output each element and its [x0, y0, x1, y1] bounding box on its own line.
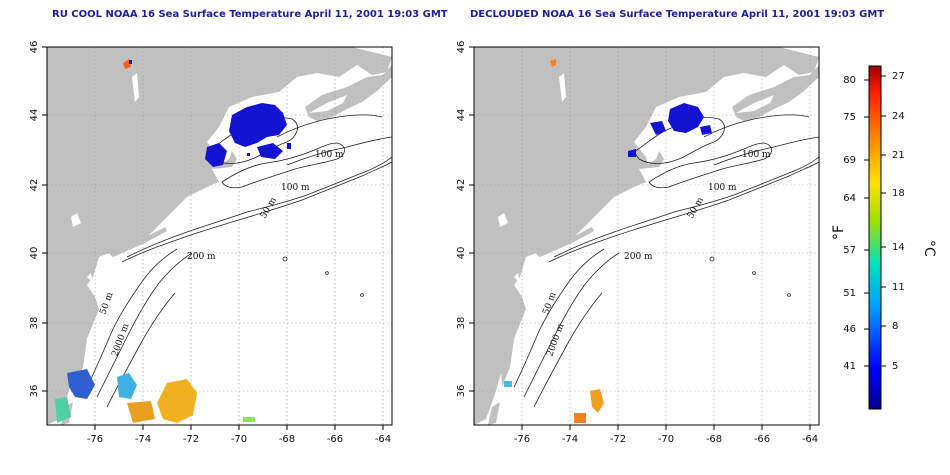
celsius-tick-label: 24 [892, 111, 905, 122]
lat-tick-label: 42 [456, 179, 467, 192]
fahrenheit-tick-label: 80 [843, 75, 856, 86]
fahrenheit-tick-label: 41 [843, 361, 856, 372]
lon-tick-label: -72 [183, 434, 199, 445]
right-map-axes: -76 -74 -72 -70 -68 -66 -64 46 44 42 40 38 36 [456, 41, 818, 445]
lon-tick-label: -64 [375, 434, 391, 445]
lat-tick-label: 38 [456, 317, 467, 330]
fahrenheit-tick-label: 75 [843, 112, 856, 123]
fahrenheit-tick-label: 57 [843, 245, 856, 256]
lon-tick-label: -70 [231, 434, 247, 445]
left-warm-sst-patch [55, 59, 255, 423]
lon-tick-label: -76 [87, 434, 103, 445]
right-cold-sst-patch [628, 103, 712, 157]
right-map-panel: 100 m 100 m 50 m 200 m 50 m 2000 m [473, 46, 820, 426]
right-warm-sst-patch [504, 59, 604, 423]
lon-tick-label: -68 [279, 434, 295, 445]
left-map-axes: -76 -74 -72 -70 -68 -66 -64 46 44 42 40 38 36 [29, 41, 391, 445]
celsius-tick-label: 5 [892, 361, 898, 372]
fahrenheit-unit-label: °F [831, 225, 847, 240]
lon-tick-label: -72 [610, 434, 626, 445]
celsius-tick-label: 21 [892, 150, 905, 161]
lat-tick-label: 36 [456, 385, 467, 398]
fahrenheit-tick-label: 64 [843, 193, 856, 204]
lon-tick-label: -74 [135, 434, 151, 445]
lat-tick-label: 36 [29, 385, 40, 398]
contour-label-100m-b: 100 m [281, 183, 310, 193]
lat-tick-label: 46 [29, 41, 40, 54]
colorbar-gradient [868, 65, 882, 410]
lon-tick-label: -66 [754, 434, 770, 445]
lon-tick-label: -68 [706, 434, 722, 445]
lat-tick-label: 46 [456, 41, 467, 54]
contour-label-100m-a: 100 m [742, 150, 771, 160]
lat-tick-label: 40 [29, 247, 40, 260]
left-map-title: RU COOL NOAA 16 Sea Surface Temperature … [52, 9, 448, 20]
fahrenheit-tick-label: 46 [843, 324, 856, 335]
lon-tick-label: -66 [327, 434, 343, 445]
right-map-title: DECLOUDED NOAA 16 Sea Surface Temperatur… [470, 9, 885, 20]
lon-tick-label: -64 [802, 434, 818, 445]
contour-label-100m-a: 100 m [315, 150, 344, 160]
lat-tick-label: 44 [29, 109, 40, 122]
celsius-tick-label: 27 [892, 71, 905, 82]
contour-label-100m-b: 100 m [708, 183, 737, 193]
celsius-tick-label: 18 [892, 188, 905, 199]
fahrenheit-tick-label: 51 [843, 288, 856, 299]
contour-label-200m: 200 m [624, 252, 653, 262]
lat-tick-label: 40 [456, 247, 467, 260]
colorbar: 80 75 69 64 57 51 46 41 27 24 21 18 14 11 8 5 °F °C [831, 65, 937, 410]
celsius-unit-label: °C [921, 240, 937, 257]
lat-tick-label: 42 [29, 179, 40, 192]
contour-label-200m: 200 m [187, 252, 216, 262]
celsius-tick-label: 8 [892, 321, 898, 332]
lat-tick-label: 44 [456, 109, 467, 122]
left-cold-sst-patch [205, 103, 291, 167]
left-map-panel: 100 m 100 m 50 m 200 m 50 m 2000 m [46, 46, 393, 426]
celsius-tick-label: 14 [892, 242, 905, 253]
fahrenheit-tick-label: 69 [843, 155, 856, 166]
lat-tick-label: 38 [29, 317, 40, 330]
celsius-tick-label: 11 [892, 282, 905, 293]
lon-tick-label: -70 [658, 434, 674, 445]
lon-tick-label: -76 [514, 434, 530, 445]
lon-tick-label: -74 [562, 434, 578, 445]
